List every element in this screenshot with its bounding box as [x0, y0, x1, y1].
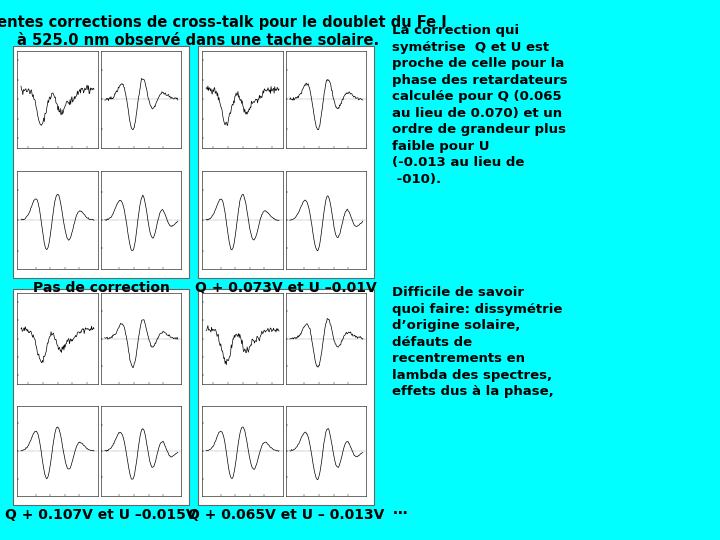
- Text: Difficile de savoir
quoi faire: dissymétrie
d’origine solaire,
défauts de
recent: Difficile de savoir quoi faire: dissymét…: [392, 286, 563, 398]
- FancyBboxPatch shape: [198, 289, 374, 505]
- Text: Q + 0.065V et U – 0.013V: Q + 0.065V et U – 0.013V: [188, 508, 384, 522]
- Text: La correction qui
symétrise  Q et U est
proche de celle pour la
phase des retard: La correction qui symétrise Q et U est p…: [392, 24, 568, 186]
- Text: Q + 0.073V et U –0.01V: Q + 0.073V et U –0.01V: [195, 281, 377, 295]
- Text: Pas de correction: Pas de correction: [32, 281, 170, 295]
- Text: …: …: [392, 502, 407, 517]
- Text: Différentes corrections de cross-talk pour le doublet du Fe I
à 525.0 nm observé: Différentes corrections de cross-talk po…: [0, 14, 446, 48]
- FancyBboxPatch shape: [13, 289, 189, 505]
- FancyBboxPatch shape: [198, 46, 374, 278]
- Text: Q + 0.107V et U –0.015V: Q + 0.107V et U –0.015V: [5, 508, 197, 522]
- FancyBboxPatch shape: [13, 46, 189, 278]
